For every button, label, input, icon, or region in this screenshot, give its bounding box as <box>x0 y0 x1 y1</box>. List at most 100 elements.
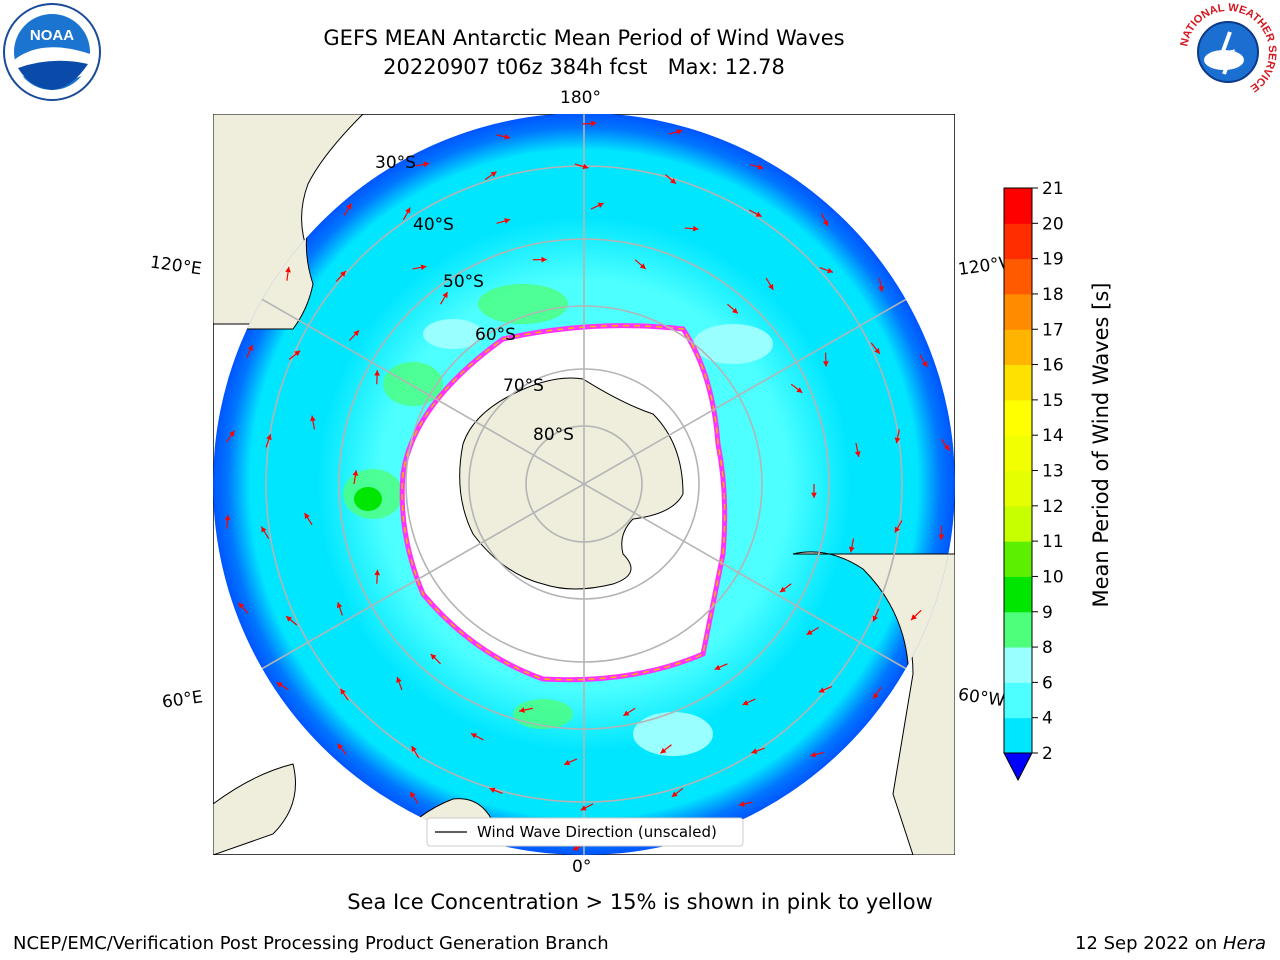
colorbar-box <box>1004 329 1032 366</box>
wind-wave-arrowhead <box>670 178 676 184</box>
nws-logo: NATIONAL WEATHER SERVICE <box>1178 2 1278 100</box>
wind-wave-arrowhead <box>304 513 310 519</box>
colorbar-tick-label: 19 <box>1042 250 1064 270</box>
lat-label-60s: 60°S <box>475 325 516 345</box>
colorbar-box <box>1004 647 1032 683</box>
colorbar-tick-label: 13 <box>1042 462 1064 482</box>
legend-label: Wind Wave Direction (unscaled) <box>477 823 717 841</box>
wind-wave-arrowhead <box>660 747 667 754</box>
wind-wave-arrowhead <box>878 286 884 293</box>
wind-wave-arrowhead <box>286 616 292 622</box>
wind-wave-arrowhead <box>337 743 344 750</box>
wind-wave-arrowhead <box>591 120 597 127</box>
wind-wave-arrowhead <box>229 430 235 437</box>
colorbar-tick-label: 21 <box>1042 180 1064 199</box>
chart-subtitle: 20220907 t06z 384h fcst Max: 12.78 <box>383 55 785 79</box>
colorbar-tick-label: 6 <box>1042 673 1053 693</box>
colorbar-tick-label: 12 <box>1042 497 1064 517</box>
wind-wave-arrowhead <box>827 267 834 274</box>
wind-wave-arrowhead <box>911 614 917 621</box>
wind-wave-arrowhead <box>848 546 855 553</box>
wind-wave-arrowhead <box>352 470 359 476</box>
wind-wave-arrowhead <box>582 163 589 170</box>
wind-wave-arrowhead <box>597 202 604 208</box>
wind-wave-arrowhead <box>261 526 267 533</box>
wind-wave-arrowhead <box>504 218 511 224</box>
wind-wave-arrowhead <box>623 710 630 716</box>
wind-wave-arrowhead <box>430 653 437 660</box>
wind-wave-arrowhead <box>894 526 900 533</box>
colorbar-box <box>1004 435 1032 471</box>
wind-wave-arrowhead <box>442 292 448 299</box>
wind-wave-arrowhead <box>676 129 683 135</box>
lon-label-120e: 120°E <box>148 252 203 280</box>
colorbar-box <box>1004 223 1032 260</box>
wind-wave-arrowhead <box>806 629 813 635</box>
wind-wave-arrowhead <box>811 492 817 498</box>
wind-wave-arrowhead <box>938 534 945 540</box>
footer-date: 12 Sep 2022 on Hera <box>1075 933 1266 954</box>
wind-wave-arrowhead <box>732 307 738 314</box>
wind-wave-arrowhead <box>353 330 360 337</box>
colorbar-box <box>1004 541 1032 577</box>
wind-wave-arrowhead <box>639 263 646 269</box>
noaa-logo-text: NOAA <box>30 27 74 44</box>
colorbar-box <box>1004 399 1032 436</box>
wind-wave-arrows <box>224 120 950 851</box>
wind-wave-arrowhead <box>294 350 301 357</box>
colorbar-tick-label: 20 <box>1042 214 1064 234</box>
footer-host: Hera <box>1222 933 1266 954</box>
wind-wave-arrowhead <box>541 256 547 263</box>
colorbar-box <box>1004 293 1032 330</box>
wind-wave-arrowhead <box>768 283 774 290</box>
colorbar-box <box>1004 505 1032 542</box>
lat-label-30s: 30°S <box>375 153 416 173</box>
wind-wave-arrowhead <box>873 692 879 699</box>
wind-wave-arrowhead <box>818 687 825 693</box>
wind-wave-arrowhead <box>490 171 497 177</box>
colorbar-box <box>1004 576 1032 613</box>
colorbar-box <box>1004 682 1032 719</box>
wind-wave-arrowhead <box>779 586 786 593</box>
wind-wave-arrowhead <box>822 220 829 227</box>
colorbar-box <box>1004 717 1032 754</box>
footer-branch: NCEP/EMC/Verification Post Processing Pr… <box>13 933 609 954</box>
antarctica-land <box>459 377 684 590</box>
wind-wave-arrowhead <box>757 164 764 170</box>
colorbar-tick-label: 9 <box>1042 603 1053 623</box>
wind-wave-arrowhead <box>410 791 416 798</box>
wind-wave-arrowhead <box>810 751 817 758</box>
wind-wave-arrowhead <box>396 676 402 683</box>
lat-label-80s: 80°S <box>533 425 574 445</box>
wind-wave-arrowhead <box>489 787 496 794</box>
wind-wave-arrowhead <box>374 370 380 376</box>
wind-wave-arrowhead <box>742 699 749 706</box>
africa-land <box>213 763 296 855</box>
colorbar: 2 4 6 8 9 10 11 12 13 14 15 16 17 18 19 20 21 Mean Perio… <box>1003 180 1113 782</box>
polar-map: 30°S 40°S 50°S 60°S 70°S 80°S Wind Wave … <box>213 114 955 855</box>
wind-wave-arrowhead <box>693 225 699 232</box>
wind-wave-arrowhead <box>423 161 430 168</box>
wind-wave-arrowhead <box>310 415 316 422</box>
colorbar-tick-label: 2 <box>1042 744 1053 764</box>
colorbar-box <box>1004 470 1032 507</box>
wind-wave-arrowhead <box>755 211 762 217</box>
colorbar-under-triangle <box>1003 752 1033 782</box>
wind-wave-arrowhead <box>346 203 352 210</box>
colorbar-tick-label: 17 <box>1042 320 1064 340</box>
lat-label-50s: 50°S <box>443 272 484 292</box>
lat-label-40s: 40°S <box>413 215 454 235</box>
wind-wave-arrowhead <box>894 437 901 444</box>
chart-title: GEFS MEAN Antarctic Mean Period of Wind … <box>323 26 845 50</box>
colorbar-tick-label: 10 <box>1042 567 1064 587</box>
wind-wave-arrowhead <box>854 451 861 457</box>
colorbar-box <box>1004 188 1032 224</box>
colorbar-label: Mean Period of Wind Waves [s] <box>1089 283 1113 608</box>
wind-wave-arrowhead <box>738 801 745 807</box>
wind-wave-arrowhead <box>714 664 721 670</box>
colorbar-tick-label: 16 <box>1042 356 1064 376</box>
wind-wave-arrowhead <box>872 615 878 622</box>
lat-label-70s: 70°S <box>503 376 544 396</box>
colorbar-box <box>1004 611 1032 648</box>
lon-label-60e: 60°E <box>160 687 205 713</box>
